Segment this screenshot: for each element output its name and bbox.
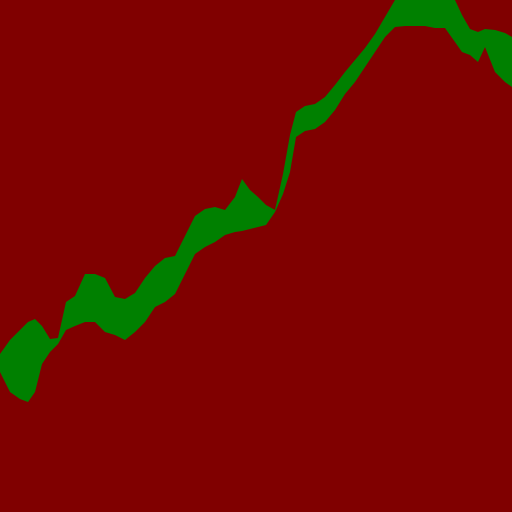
- series-band-0: [0, 0, 512, 402]
- series-layer: [0, 0, 512, 402]
